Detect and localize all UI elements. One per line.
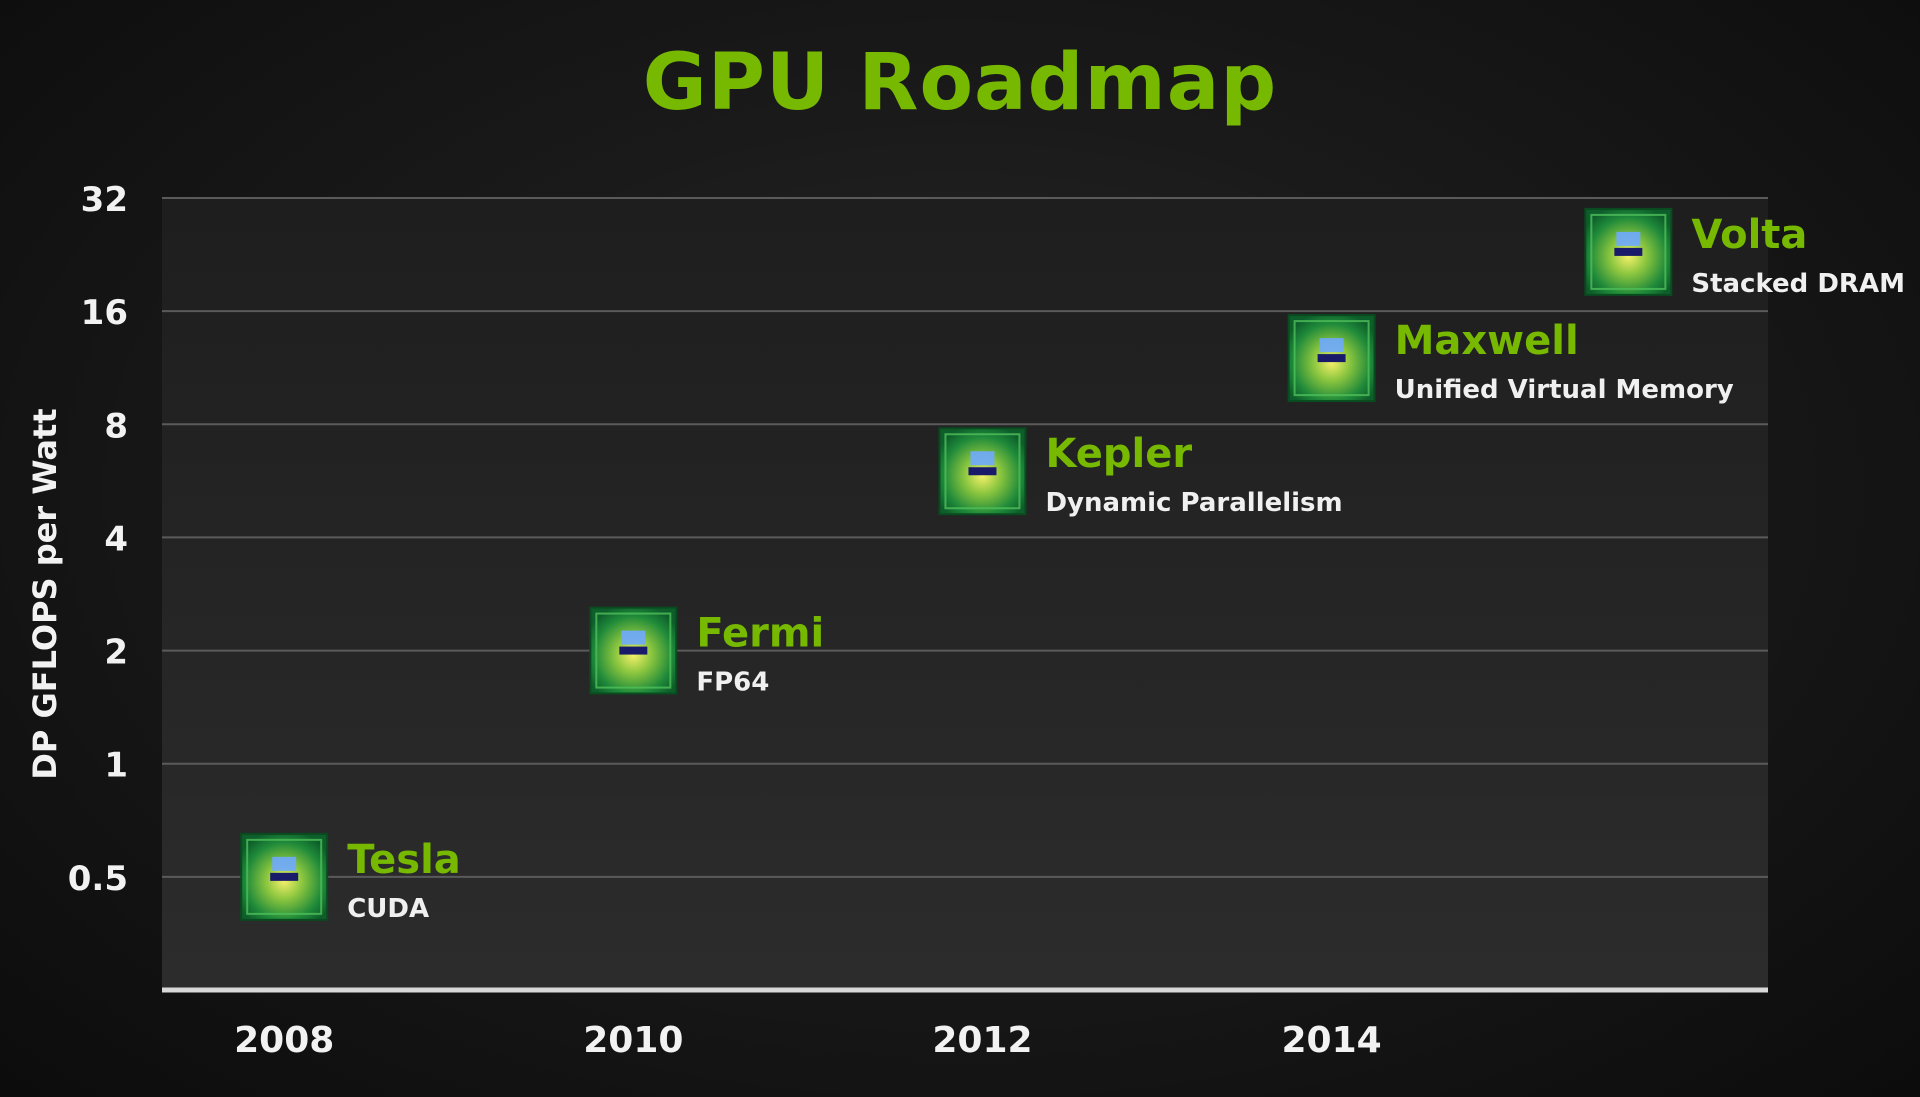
y-tick-label: 1 [104, 746, 128, 786]
x-tick-label: 2010 [583, 1020, 683, 1061]
gpu-chip-icon [589, 606, 678, 695]
point-label-name: Maxwell [1395, 318, 1579, 364]
data-point-volta: Volta Stacked DRAM [1584, 207, 1905, 299]
data-point-fermi: Fermi FP64 [589, 606, 824, 698]
data-point-maxwell: Maxwell Unified Virtual Memory [1287, 314, 1734, 405]
data-point-tesla: Tesla CUDA [240, 832, 461, 924]
y-tick-label: 0.5 [68, 859, 128, 899]
gpu-chip-icon [1287, 314, 1376, 403]
point-label-feature: Dynamic Parallelism [1045, 488, 1342, 518]
y-tick-label: 32 [81, 180, 128, 220]
point-label-feature: CUDA [347, 894, 429, 924]
point-label-name: Volta [1691, 212, 1807, 258]
x-tick-label: 2008 [234, 1020, 334, 1061]
x-tick-label: 2012 [932, 1020, 1032, 1061]
y-tick-label: 2 [104, 633, 128, 673]
plot-area [162, 198, 1768, 990]
data-point-kepler: Kepler Dynamic Parallelism [938, 427, 1343, 518]
gpu-chip-icon [1584, 207, 1673, 296]
y-axis-label: DP GFLOPS per Watt [26, 408, 64, 779]
y-tick-label: 16 [81, 293, 128, 333]
chart-title: GPU Roadmap [642, 38, 1278, 128]
point-label-name: Tesla [347, 837, 461, 883]
point-label-feature: FP64 [696, 668, 769, 698]
gpu-chip-icon [938, 427, 1027, 516]
y-tick-label: 8 [104, 406, 128, 446]
y-tick-label: 4 [104, 519, 128, 559]
point-label-feature: Unified Virtual Memory [1395, 375, 1734, 405]
gpu-chip-icon [240, 832, 329, 921]
point-label-name: Kepler [1045, 431, 1192, 477]
x-tick-label: 2014 [1281, 1020, 1381, 1061]
point-label-name: Fermi [696, 611, 824, 657]
point-label-feature: Stacked DRAM [1691, 269, 1905, 299]
